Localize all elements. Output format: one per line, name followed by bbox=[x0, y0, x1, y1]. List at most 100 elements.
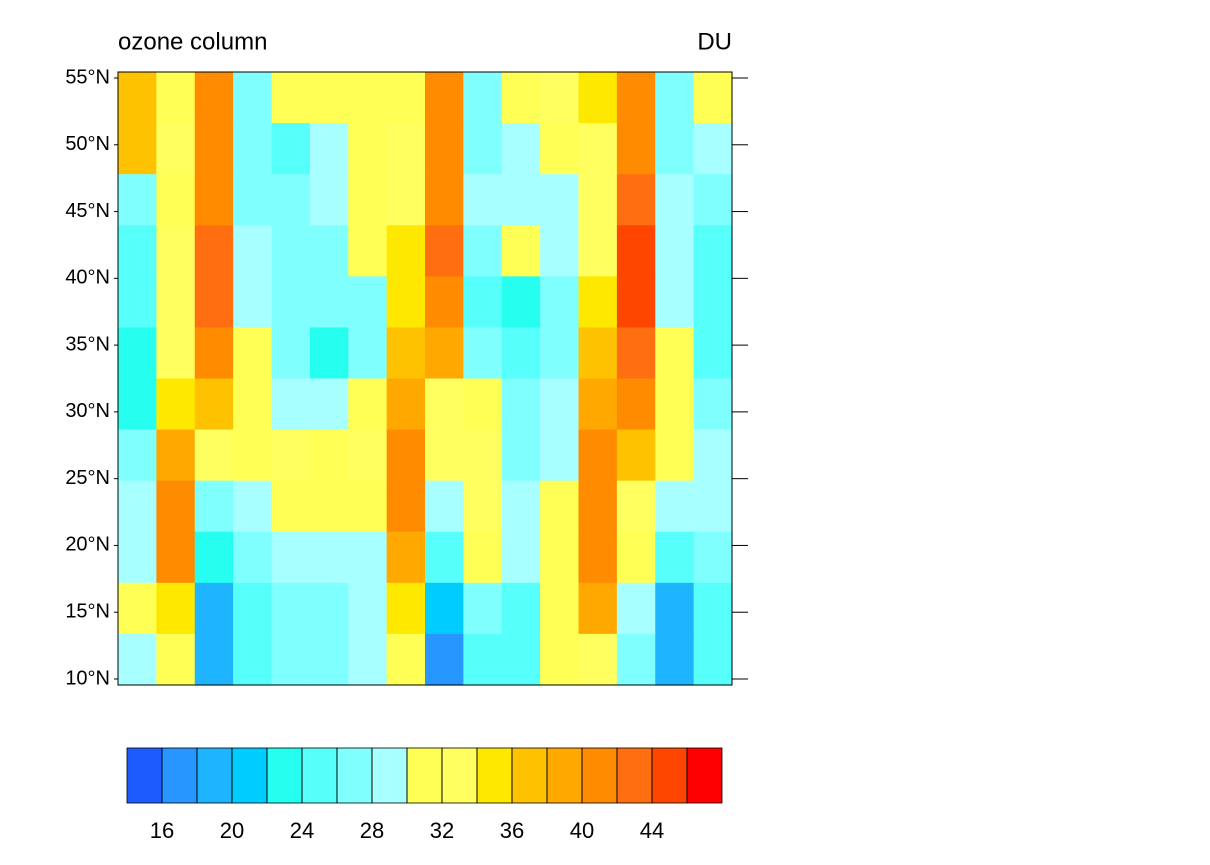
field-cell bbox=[693, 531, 733, 584]
field-cell bbox=[501, 225, 541, 277]
field-cell bbox=[540, 531, 580, 584]
field-cell bbox=[578, 225, 618, 277]
field-cell bbox=[616, 531, 656, 584]
field-cell bbox=[233, 633, 273, 686]
colorbar-box bbox=[686, 747, 723, 804]
field-cell bbox=[578, 276, 618, 329]
field-cell bbox=[386, 123, 426, 175]
field-cell bbox=[616, 378, 656, 431]
field-cell bbox=[118, 429, 157, 482]
field-cell bbox=[616, 72, 656, 124]
field-cell bbox=[463, 480, 503, 533]
field-cell bbox=[540, 276, 580, 329]
y-tick-label: 10°N bbox=[65, 667, 110, 689]
field-cell bbox=[118, 480, 157, 533]
field-cell bbox=[655, 429, 695, 482]
field-cell bbox=[233, 72, 273, 124]
field-cell bbox=[463, 531, 503, 584]
field-cell bbox=[655, 327, 695, 380]
field-cell bbox=[501, 531, 541, 584]
field-cell bbox=[501, 327, 541, 380]
field-cell bbox=[271, 429, 311, 482]
field-cell bbox=[348, 327, 388, 380]
field-cell bbox=[233, 327, 273, 380]
field-cell bbox=[156, 276, 196, 329]
field-cell bbox=[655, 276, 695, 329]
field-cell bbox=[233, 225, 273, 277]
field-cell bbox=[309, 480, 349, 533]
field-cell bbox=[118, 378, 157, 431]
field-cell bbox=[578, 531, 618, 584]
field-cell bbox=[540, 174, 580, 226]
field-cell bbox=[233, 174, 273, 226]
field-cell bbox=[425, 276, 464, 329]
field-cell bbox=[540, 225, 580, 277]
field-cell bbox=[233, 480, 273, 533]
field-cell bbox=[463, 582, 503, 635]
field-cell bbox=[463, 276, 503, 329]
field-cell bbox=[463, 429, 503, 482]
field-cell bbox=[271, 531, 311, 584]
field-cell bbox=[194, 72, 234, 124]
field-cell bbox=[309, 72, 349, 124]
field-cell bbox=[540, 378, 580, 431]
y-tick-label: 20°N bbox=[65, 534, 110, 556]
field-cell bbox=[348, 276, 388, 329]
field-cell bbox=[425, 225, 464, 277]
y-tick-label: 40°N bbox=[65, 267, 110, 289]
field-cell bbox=[233, 276, 273, 329]
field-cell bbox=[540, 72, 580, 124]
colorbar-label: 36 bbox=[500, 818, 524, 843]
field-cell bbox=[386, 225, 426, 277]
field-cell bbox=[616, 582, 656, 635]
field-cell bbox=[194, 327, 234, 380]
field-cell bbox=[655, 225, 695, 277]
field-cell bbox=[693, 123, 733, 175]
colorbar-box bbox=[266, 747, 303, 804]
field-cell bbox=[463, 225, 503, 277]
colorbar-box bbox=[301, 747, 338, 804]
y-tick-label: 55°N bbox=[65, 66, 110, 88]
field-cell bbox=[309, 582, 349, 635]
field-cell bbox=[118, 72, 157, 124]
field-cell bbox=[118, 225, 157, 277]
colorbar-box bbox=[651, 747, 688, 804]
field-cell bbox=[463, 123, 503, 175]
field-cell bbox=[386, 480, 426, 533]
field-cell bbox=[463, 378, 503, 431]
field-cell bbox=[348, 633, 388, 686]
field-cell bbox=[118, 327, 157, 380]
colorbar-box bbox=[581, 747, 618, 804]
field-cell bbox=[578, 480, 618, 533]
field-cell bbox=[425, 480, 464, 533]
field-cell bbox=[348, 582, 388, 635]
field-cell bbox=[233, 378, 273, 431]
colorbar-label: 20 bbox=[220, 818, 244, 843]
field-cell bbox=[578, 582, 618, 635]
field-cell bbox=[463, 327, 503, 380]
field-cell bbox=[501, 633, 541, 686]
colorbar-box bbox=[511, 747, 548, 804]
field-cell bbox=[386, 174, 426, 226]
field-cell bbox=[118, 582, 157, 635]
field-cell bbox=[271, 123, 311, 175]
colorbar-label: 40 bbox=[570, 818, 594, 843]
field-cell bbox=[655, 378, 695, 431]
colorbar-label: 24 bbox=[290, 818, 314, 843]
colorbar-label: 28 bbox=[360, 818, 384, 843]
y-tick-label: 15°N bbox=[65, 600, 110, 622]
field-cell bbox=[425, 72, 464, 124]
field-cell bbox=[540, 480, 580, 533]
field-cell bbox=[578, 72, 618, 124]
field-cell bbox=[194, 633, 234, 686]
y-tick-label: 50°N bbox=[65, 133, 110, 155]
field-cell bbox=[309, 123, 349, 175]
field-cell bbox=[655, 633, 695, 686]
field-cell bbox=[348, 480, 388, 533]
field-cell bbox=[463, 174, 503, 226]
field-cell bbox=[233, 429, 273, 482]
field-cell bbox=[693, 480, 733, 533]
field-cell bbox=[156, 174, 196, 226]
field-cell bbox=[194, 174, 234, 226]
